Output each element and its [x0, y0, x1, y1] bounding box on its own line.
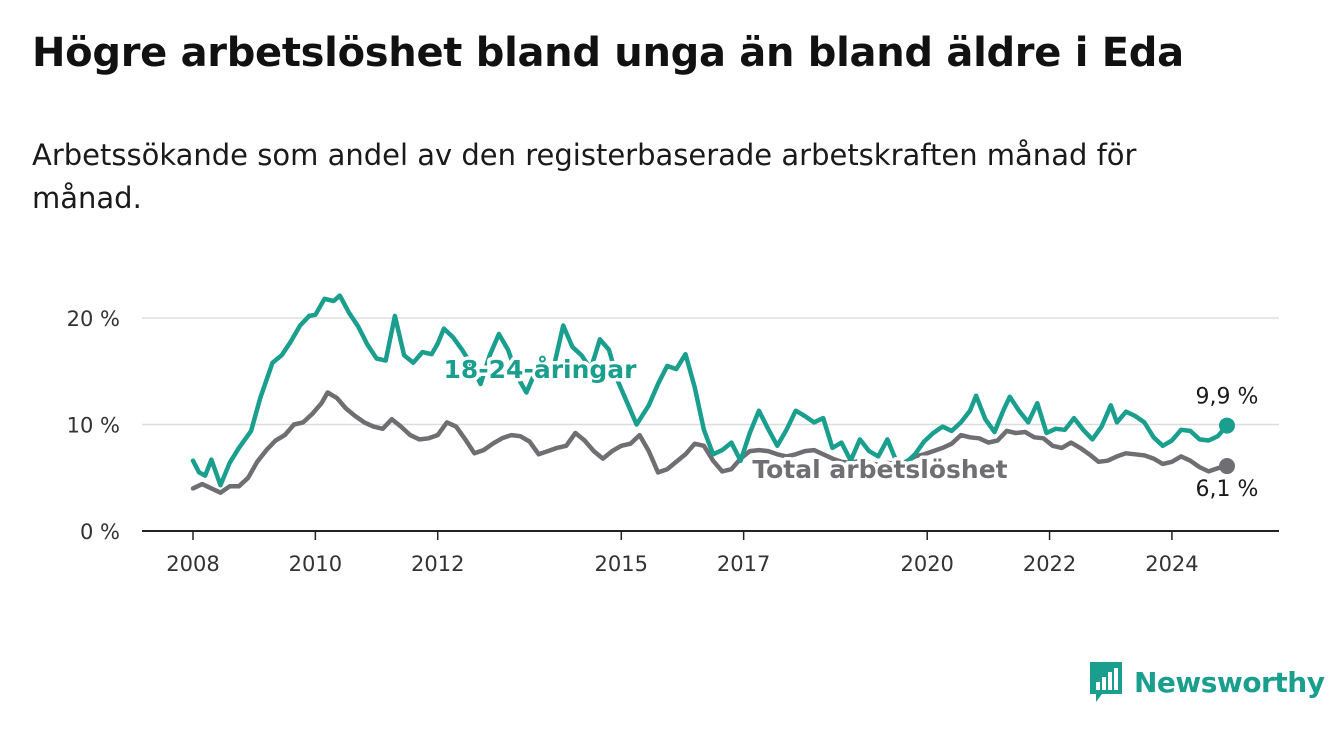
x-tick-label: 2020 [900, 552, 953, 576]
y-tick-label: 20 % [67, 307, 120, 331]
end-marker-total [1219, 458, 1235, 475]
series-line-total [190, 390, 1230, 495]
end-label-total: 6,1 % [1196, 477, 1259, 502]
bar-chart-icon [1090, 662, 1122, 702]
newsworthy-logo: Newsworthy [1088, 660, 1325, 704]
series-label-youth: 18-24-åringar [444, 355, 638, 384]
series-lines [190, 293, 1235, 495]
x-tick-label: 2017 [717, 552, 770, 576]
series-labels: 18-24-åringar Total arbetslöshet 9,9 % 6,1 … [440, 352, 1261, 505]
series-line-youth [190, 293, 1230, 488]
y-tick-label: 0 % [80, 520, 120, 544]
x-tick-label: 2024 [1145, 552, 1198, 576]
x-tick-label: 2010 [289, 552, 342, 576]
series-label-total: Total arbetslöshet [752, 455, 1007, 484]
x-tick-label: 2012 [411, 552, 464, 576]
logo-text: Newsworthy [1134, 665, 1325, 699]
x-tick-label: 2022 [1023, 552, 1076, 576]
x-axis-ticks: 2008 2010 2012 2015 2017 2020 2022 2024 [166, 531, 1199, 576]
end-marker-youth [1219, 417, 1235, 434]
gridlines [142, 317, 1279, 426]
chart-title: Högre arbetslöshet bland unga än bland ä… [32, 30, 1184, 76]
y-tick-label: 10 % [67, 414, 120, 438]
end-label-youth: 9,9 % [1196, 385, 1259, 410]
chart-subtitle: Arbetssökande som andel av den registerb… [32, 138, 1137, 215]
x-tick-label: 2015 [595, 552, 648, 576]
x-tick-label: 2008 [166, 552, 219, 576]
y-axis-ticks: 0 % 10 % 20 % [67, 307, 120, 544]
